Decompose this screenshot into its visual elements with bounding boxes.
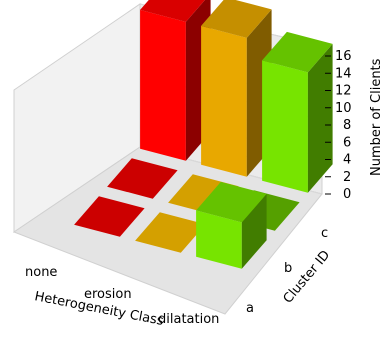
z-tick-label: 4: [343, 153, 351, 168]
z-axis-label: Number of Clients: [369, 58, 384, 176]
bar-front-face: [262, 60, 308, 193]
bar-top-face: [201, 0, 272, 38]
y-tick-label: b: [284, 261, 292, 276]
z-tick-label: 14: [335, 66, 352, 81]
z-tick-label: 8: [343, 118, 351, 133]
bar-front-face: [196, 210, 242, 269]
z-tick-label: 16: [335, 49, 352, 64]
bar-top-face: [196, 181, 267, 223]
bar-erosion-a: [135, 212, 206, 253]
bar-base: [107, 158, 178, 199]
z-tick-label: 2: [343, 170, 351, 185]
bar-front-face: [140, 9, 186, 161]
z-tick-label: 12: [335, 84, 352, 99]
bar-none-b: [107, 158, 178, 199]
bar-top-face: [140, 0, 205, 22]
bar-dilatation-c: [262, 31, 333, 193]
tick-labels: none erosion dilatation a b c 0 2 4 6 8 10 12 14 16: [25, 49, 352, 327]
bar-base: [74, 196, 145, 237]
x-tick-label: dilatation: [158, 312, 219, 327]
bar-base: [135, 212, 206, 253]
bar-side-face: [307, 43, 333, 193]
bar-dilatation-a: [196, 181, 267, 269]
bar-front-face: [201, 25, 247, 177]
bar-erosion-c: [201, 0, 272, 177]
bar-top-face: [262, 31, 333, 73]
x-tick-label: none: [25, 265, 57, 280]
y-tick-label: a: [246, 301, 254, 316]
bars: [74, 0, 333, 269]
bar-side-face: [241, 193, 267, 269]
z-tick-label: 10: [335, 101, 352, 116]
z-tick-label: 0: [343, 187, 351, 202]
y-axis-label: Cluster ID: [281, 248, 334, 307]
y-tick-label: c: [321, 226, 328, 241]
bar-none-c: [140, 0, 211, 161]
z-tick-label: 6: [343, 135, 351, 150]
bar-none-a: [74, 196, 145, 237]
x-tick-label: erosion: [84, 287, 132, 302]
